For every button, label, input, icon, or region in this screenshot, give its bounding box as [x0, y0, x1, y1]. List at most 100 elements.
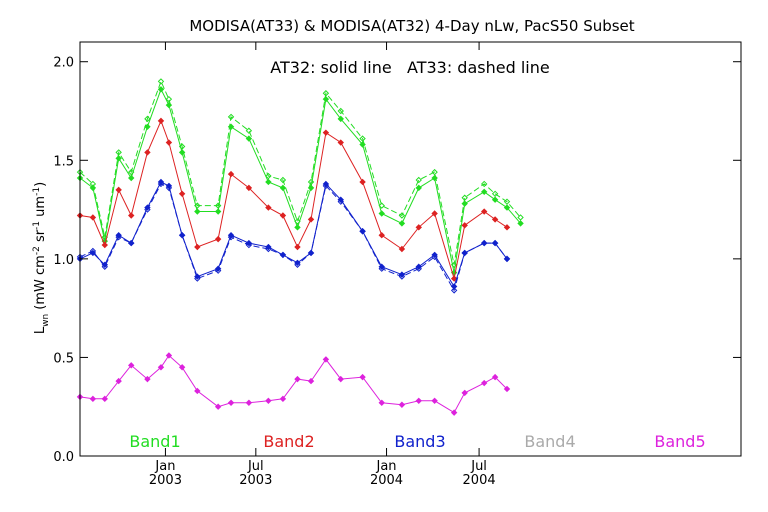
data-point [294, 243, 301, 251]
data-point [491, 190, 499, 198]
y-tick-label: 0.5 [53, 351, 74, 366]
data-point [337, 375, 344, 383]
data-point [337, 115, 344, 123]
data-point [128, 168, 135, 176]
data-point [517, 220, 524, 227]
data-point [157, 86, 165, 93]
data-point [101, 241, 108, 249]
data-point [144, 149, 151, 156]
data-point [491, 373, 499, 381]
data-point [322, 129, 330, 136]
data-point [431, 253, 438, 261]
data-point [398, 220, 406, 227]
data-point [227, 399, 235, 406]
data-point [178, 364, 186, 371]
data-point [144, 115, 151, 123]
series-line-5 [79, 354, 508, 414]
data-point [398, 212, 406, 219]
data-point [461, 200, 468, 207]
data-point [378, 202, 385, 209]
data-point [359, 178, 366, 186]
data-point [415, 265, 422, 272]
series-line-0 [79, 88, 521, 273]
data-point [178, 190, 186, 198]
data-point [461, 389, 468, 397]
data-point [359, 135, 366, 142]
data-point [194, 387, 201, 395]
data-point [115, 186, 122, 194]
y-tick-label: 2.0 [53, 56, 74, 71]
data-point [128, 239, 135, 247]
data-point [294, 375, 301, 383]
data-point [415, 224, 422, 231]
data-point [491, 239, 499, 247]
data-point [431, 168, 438, 176]
data-point [265, 172, 272, 180]
data-point [115, 233, 122, 241]
data-point [415, 184, 422, 192]
data-point [491, 196, 499, 203]
series-line-dashed-1 [79, 80, 521, 265]
data-point [503, 204, 511, 211]
data-point [115, 149, 122, 156]
data-point [450, 275, 458, 282]
series-line-dashed-4 [79, 183, 508, 292]
legend-label-band3: Band3 [394, 432, 445, 451]
data-point [89, 247, 97, 255]
data-point [227, 113, 235, 121]
data-point [491, 216, 499, 223]
x-tick-label-month: Jan [154, 459, 175, 474]
data-point [178, 231, 186, 239]
data-point [322, 95, 330, 103]
data-point [265, 397, 272, 405]
data-point [378, 231, 385, 239]
data-point [265, 178, 272, 186]
line-style-annotation: AT32: solid line AT33: dashed line [270, 58, 549, 77]
y-tick-label: 0.0 [53, 450, 74, 465]
data-point [214, 403, 222, 410]
data-point [337, 198, 344, 205]
data-point [115, 155, 122, 162]
data-point [294, 224, 301, 231]
data-point [359, 228, 366, 235]
data-point [128, 174, 135, 182]
x-tick-label-year: 2003 [239, 473, 272, 488]
data-point [144, 375, 151, 383]
data-point [101, 233, 108, 241]
data-point [480, 208, 488, 215]
data-point [101, 263, 108, 270]
data-point [165, 352, 173, 359]
data-point [279, 251, 287, 259]
data-point [279, 184, 287, 192]
data-point [89, 214, 97, 221]
y-tick-label: 1.0 [53, 253, 74, 268]
x-tick-label-month: Jul [247, 459, 264, 474]
data-point [279, 212, 287, 219]
data-point [503, 224, 511, 231]
data-point [279, 176, 287, 184]
data-point [178, 143, 186, 150]
data-point [378, 210, 385, 217]
data-point [480, 379, 488, 387]
data-point [431, 397, 438, 405]
data-point [461, 194, 468, 201]
data-point [144, 206, 151, 213]
data-point [450, 409, 458, 416]
data-point [359, 373, 366, 381]
data-point [503, 385, 511, 393]
data-point [517, 214, 524, 221]
data-point [178, 149, 186, 156]
data-point [461, 249, 468, 257]
data-point [128, 239, 135, 247]
plot-frame [79, 41, 742, 457]
series-line-2 [79, 119, 508, 279]
data-point [480, 180, 488, 188]
legend-label-band2: Band2 [263, 432, 314, 451]
data-point [165, 139, 173, 146]
data-point [294, 261, 301, 268]
x-tick-label-year: 2004 [370, 473, 403, 488]
data-point [398, 245, 406, 253]
data-point [165, 184, 173, 192]
data-point [214, 208, 222, 215]
